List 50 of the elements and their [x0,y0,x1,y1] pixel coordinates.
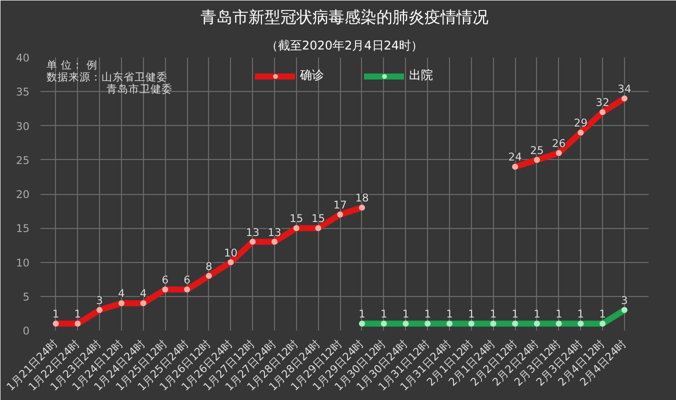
data-label: 8 [206,260,213,273]
legend-label: 出院 [409,67,433,84]
data-label: 4 [118,287,126,300]
y-tick-label: 10 [16,256,30,270]
data-label: 1 [555,308,562,321]
data-label: 29 [574,116,588,130]
data-label: 6 [162,274,169,287]
data-label: 10 [224,246,238,260]
annotation: 青岛市卫健委 [106,82,172,96]
annotation: 数据来源：山东省卫健委 [46,70,168,84]
data-label: 1 [512,308,518,321]
data-label: 1 [74,308,82,321]
data-label: 18 [355,192,369,205]
data-label: 3 [96,294,103,308]
data-label: 15 [290,212,304,226]
y-tick-label: 5 [22,290,30,304]
data-label: 1 [468,308,475,321]
data-label: 6 [184,274,191,287]
data-label: 1 [577,308,584,321]
y-tick-label: 30 [16,120,30,133]
data-label: 13 [246,226,260,239]
y-tick-label: 20 [16,188,30,201]
data-label: 1 [424,308,431,321]
y-tick-label: 15 [16,222,30,236]
y-tick-label: 25 [16,154,30,167]
data-label: 1 [380,308,388,321]
data-label: 26 [552,137,566,150]
data-label: 25 [530,144,544,157]
y-tick-label: 0 [22,324,30,338]
data-label: 15 [311,212,326,226]
data-label: 17 [333,198,347,212]
data-label: 3 [621,294,628,308]
data-label: 1 [402,308,410,321]
data-label: 1 [446,308,453,321]
legend-label: 确诊 [300,67,324,84]
y-tick-label: 40 [16,52,30,64]
data-label: 1 [358,308,366,321]
y-tick-label: 35 [16,86,30,99]
data-label: 1 [490,308,497,321]
data-label: 13 [268,226,282,239]
data-label: 1 [534,308,540,321]
data-label: 24 [508,150,522,164]
chart-subtitle: （截至2020年2月4日24时） [266,38,424,52]
chart-title: 青岛市新型冠状病毒感染的肺炎疫情情况 [200,8,488,26]
annotation: 单 位： 例 [46,58,98,72]
data-label: 1 [52,308,60,321]
data-label: 34 [618,82,632,96]
data-label: 32 [596,96,610,110]
data-label: 1 [599,308,606,321]
data-label: 4 [140,287,147,300]
